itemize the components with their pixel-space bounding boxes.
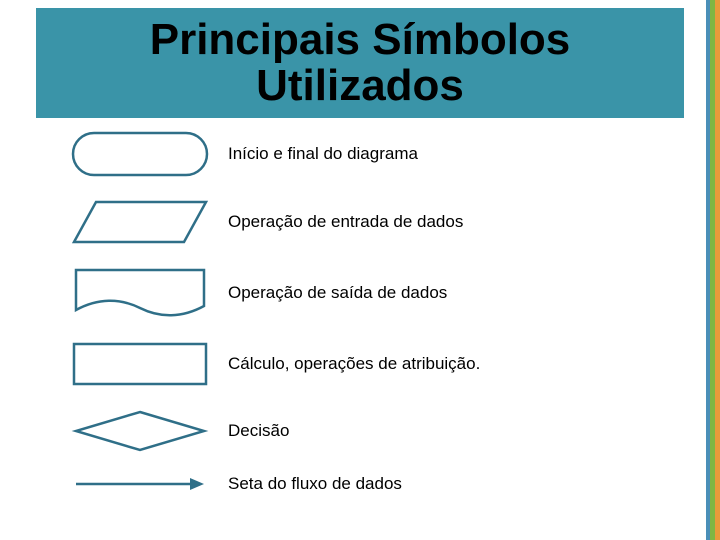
item-label: Cálculo, operações de atribuição. (220, 354, 480, 374)
slide-header: Principais Símbolos Utilizados (36, 8, 684, 118)
item-label: Início e final do diagrama (220, 144, 418, 164)
list-item: Decisão (60, 408, 690, 454)
list-item: Cálculo, operações de atribuição. (60, 340, 690, 388)
list-item: Início e final do diagrama (60, 130, 690, 178)
diamond-shape (60, 408, 220, 454)
list-item: Operação de entrada de dados (60, 198, 690, 246)
list-item: Seta do fluxo de dados (60, 474, 690, 494)
rectangle-shape (60, 340, 220, 388)
document-shape (60, 266, 220, 320)
item-label: Seta do fluxo de dados (220, 474, 402, 494)
terminator-shape (60, 130, 220, 178)
item-label: Operação de saída de dados (220, 283, 447, 303)
item-label: Decisão (220, 421, 289, 441)
stripe-orange (715, 0, 720, 540)
list-item: Operação de saída de dados (60, 266, 690, 320)
symbols-list: Início e final do diagrama Operação de e… (60, 130, 690, 514)
right-accent-stripes (706, 0, 720, 540)
parallelogram-shape (60, 198, 220, 246)
arrow-shape (60, 474, 220, 494)
item-label: Operação de entrada de dados (220, 212, 463, 232)
slide-title: Principais Símbolos Utilizados (46, 17, 674, 109)
